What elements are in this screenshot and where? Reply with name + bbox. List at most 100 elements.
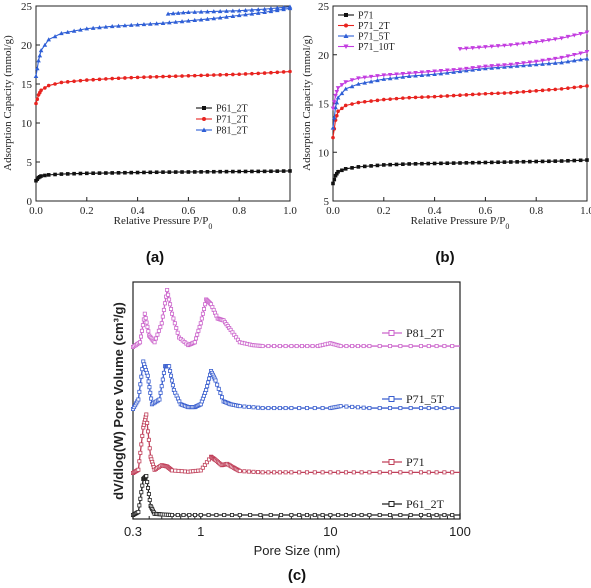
legend-entry: P71 — [338, 11, 374, 22]
data-point — [312, 513, 317, 518]
data-point — [359, 513, 364, 518]
data-point — [123, 170, 127, 175]
data-point — [442, 406, 447, 411]
data-point — [222, 513, 227, 518]
data-point — [297, 406, 302, 411]
legend-marker — [344, 23, 348, 28]
data-point — [362, 75, 368, 80]
data-point — [116, 23, 121, 28]
data-point — [502, 160, 507, 164]
data-point — [281, 70, 286, 74]
data-point — [205, 170, 210, 174]
data-point — [72, 79, 76, 84]
data-point — [142, 75, 146, 79]
data-point — [367, 513, 372, 518]
data-point — [418, 513, 423, 518]
data-point — [489, 91, 494, 96]
data-point — [331, 115, 337, 120]
data-point — [262, 71, 267, 75]
data-point — [154, 170, 159, 175]
data-point — [202, 462, 207, 467]
data-point — [199, 73, 203, 78]
panel-a-chart: 0.0 0.2 0.4 0.6 0.8 1.0 0 5 10 15 20 25 P61_2TP71_2… — [2, 1, 297, 266]
data-point — [336, 169, 340, 174]
data-point — [199, 170, 203, 174]
data-point — [489, 160, 494, 165]
data-point — [36, 58, 41, 63]
data-point — [343, 513, 348, 518]
data-point — [116, 76, 121, 81]
data-point — [145, 479, 150, 484]
data-point — [170, 11, 176, 16]
data-point — [377, 406, 382, 411]
data-point — [256, 169, 261, 174]
data-point — [43, 173, 47, 178]
data-point — [495, 63, 501, 68]
data-point — [304, 406, 309, 411]
data-point — [368, 74, 374, 79]
y-tick-label: 10 — [318, 147, 330, 159]
data-point — [173, 468, 178, 473]
data-point — [328, 470, 333, 475]
data-point — [144, 320, 149, 325]
data-point — [333, 93, 338, 98]
data-point — [65, 172, 70, 176]
data-point — [553, 87, 558, 92]
data-point — [361, 405, 366, 410]
data-point — [339, 90, 345, 96]
data-point — [215, 382, 220, 387]
data-point — [439, 161, 443, 166]
data-point — [514, 61, 520, 67]
data-point — [175, 10, 181, 15]
data-point — [137, 389, 142, 394]
data-point — [367, 470, 372, 475]
data-point — [565, 59, 571, 64]
data-point — [425, 70, 431, 75]
data-point — [109, 23, 115, 29]
data-point — [420, 95, 424, 99]
data-point — [205, 73, 210, 78]
data-point — [135, 75, 140, 80]
data-point — [283, 470, 288, 475]
data-point — [229, 513, 234, 518]
data-point — [154, 74, 159, 79]
data-point — [331, 181, 335, 186]
series-p81-2t — [33, 6, 293, 78]
legend-entry: P71_2T — [338, 21, 390, 32]
legend-entry: P81_2T — [382, 326, 445, 340]
data-point — [540, 39, 545, 44]
data-point — [442, 344, 447, 349]
data-point — [167, 170, 172, 174]
panel-b-xlabel: Relative Pressure P/P0 — [411, 215, 510, 231]
data-point — [442, 513, 447, 518]
data-point — [338, 404, 343, 409]
data-point — [237, 169, 241, 174]
legend-marker — [202, 117, 206, 121]
data-point — [388, 97, 392, 101]
y-tick-label: 20 — [21, 40, 33, 52]
data-point — [584, 50, 590, 55]
data-point — [312, 406, 317, 411]
data-point — [153, 336, 158, 341]
data-point — [272, 470, 277, 475]
data-point — [168, 302, 173, 307]
data-point — [394, 75, 399, 80]
y-tick-label: 20 — [318, 50, 330, 62]
data-point — [146, 437, 151, 442]
y-tick-label: 10 — [21, 118, 33, 130]
legend-entry: P61_2T — [382, 497, 445, 511]
data-point — [138, 496, 143, 501]
data-point — [457, 47, 463, 52]
legend-label: P71 — [406, 455, 425, 469]
data-point — [338, 344, 343, 349]
legend-label: P71_10T — [358, 42, 395, 53]
data-point — [160, 20, 166, 25]
data-point — [426, 161, 431, 166]
data-point — [144, 412, 149, 417]
data-point — [400, 74, 406, 79]
data-point — [255, 10, 261, 15]
data-point — [167, 74, 172, 79]
data-point — [167, 364, 172, 369]
data-point — [187, 513, 192, 518]
